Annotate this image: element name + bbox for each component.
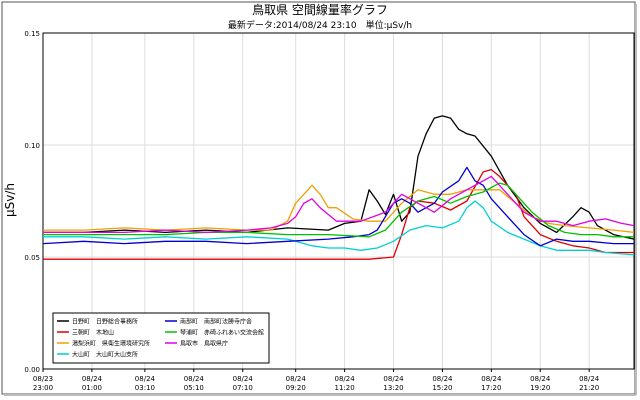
- x-tick-date: 08/24: [335, 375, 356, 383]
- x-tick-date: 08/23: [33, 375, 53, 383]
- x-tick-date: 08/24: [432, 375, 453, 383]
- x-tick-time: 17:20: [481, 384, 501, 392]
- series-line-0: [43, 115, 635, 240]
- legend-label: 鳥取市 鳥取県庁: [180, 340, 228, 348]
- series-line-1: [43, 168, 634, 260]
- x-tick-time: 15:20: [432, 384, 452, 392]
- legend-label: 南部町 南部町法勝寺庁舎: [180, 318, 252, 326]
- x-tick-time: 03:10: [135, 384, 155, 392]
- series-line-3: [43, 200, 635, 256]
- y-tick-label: 0.15: [24, 30, 40, 38]
- x-tick-date: 08/24: [579, 375, 600, 383]
- x-tick-time: 05:10: [184, 384, 204, 392]
- chart-subtitle: 最新データ:2014/08/24 23:10 単位:μSv/h: [228, 19, 412, 31]
- chart-title: 鳥取県 空間線量率グラフ: [252, 2, 388, 17]
- series-line-4: [42, 166, 634, 247]
- x-tick-time: 23:00: [33, 384, 53, 392]
- x-tick-date: 08/24: [82, 375, 103, 383]
- legend-label: 大山町 大山町大山支所: [72, 351, 138, 359]
- legend-label: 琴浦町 赤碕ふれあい交流会館: [180, 329, 264, 337]
- y-tick-label: 0.00: [24, 366, 40, 374]
- x-tick-time: 01:00: [82, 384, 102, 392]
- x-tick-date: 08/24: [184, 375, 205, 383]
- x-tick-date: 08/24: [233, 375, 254, 383]
- x-tick-time: 09:20: [286, 384, 306, 392]
- y-tick-label: 0.05: [24, 254, 40, 262]
- series-line-6: [43, 175, 635, 234]
- legend-label: 日野町 日野総合事務所: [72, 318, 138, 326]
- x-tick-time: 07:10: [233, 384, 253, 392]
- x-tick-date: 08/24: [286, 375, 307, 383]
- x-tick-date: 08/24: [481, 375, 502, 383]
- x-tick-time: 11:20: [335, 384, 355, 392]
- x-tick-time: 13:20: [383, 384, 403, 392]
- x-tick-date: 08/24: [530, 375, 551, 383]
- y-tick-label: 0.10: [24, 142, 40, 150]
- legend-label: 三朝町 木地山: [72, 329, 114, 337]
- x-tick-time: 19:20: [530, 384, 550, 392]
- x-tick-date: 08/24: [135, 375, 156, 383]
- y-axis-label: μSv/h: [3, 183, 17, 217]
- plot-border: [42, 32, 635, 370]
- x-tick-time: 21:20: [579, 384, 599, 392]
- legend-label: 湯梨浜町 県衛生環境研究所: [72, 340, 150, 348]
- x-tick-date: 08/24: [383, 375, 404, 383]
- legend-box: [52, 312, 270, 364]
